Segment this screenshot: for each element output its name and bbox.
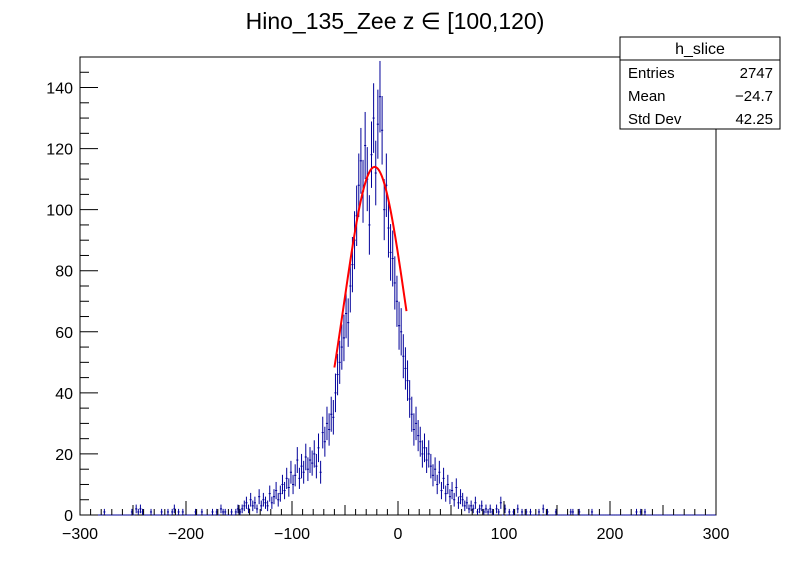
stats-entries-value: 2747 — [740, 65, 773, 82]
y-axis: 0 20 40 60 80 100 120 140 — [46, 56, 98, 525]
stats-mean-label: Mean — [628, 88, 666, 105]
histogram-bins — [80, 96, 716, 516]
stats-box-title: h_slice — [675, 41, 725, 58]
x-tick-label: −100 — [274, 526, 310, 543]
gaussian-fit-curve — [333, 165, 408, 368]
stats-entries-label: Entries — [628, 65, 675, 82]
x-tick-label: 100 — [491, 526, 518, 543]
x-tick-label: −200 — [168, 526, 204, 543]
y-tick-label: 120 — [46, 142, 73, 159]
stats-mean-value: −24.7 — [735, 88, 773, 105]
y-tick-label: 40 — [55, 386, 73, 403]
y-tick-label: 80 — [55, 264, 73, 281]
error-bars — [103, 60, 646, 515]
chart-title: Hino_135_Zee z ∈ [100,120) — [246, 8, 545, 34]
y-tick-label: 100 — [46, 203, 73, 220]
y-tick-label: 0 — [64, 508, 73, 525]
x-tick-label: −300 — [62, 526, 98, 543]
y-tick-label: 60 — [55, 325, 73, 342]
y-tick-label: 140 — [46, 81, 73, 98]
stats-stddev-label: Std Dev — [628, 111, 682, 128]
stats-box: h_slice Entries 2747 Mean −24.7 Std Dev … — [619, 36, 781, 130]
stats-stddev-value: 42.25 — [735, 111, 773, 128]
x-tick-label: 300 — [703, 526, 730, 543]
y-tick-label: 20 — [55, 447, 73, 464]
x-tick-label: 200 — [597, 526, 624, 543]
x-tick-label: 0 — [394, 526, 403, 543]
x-axis: −300 −200 −100 0 100 200 300 — [62, 501, 729, 543]
